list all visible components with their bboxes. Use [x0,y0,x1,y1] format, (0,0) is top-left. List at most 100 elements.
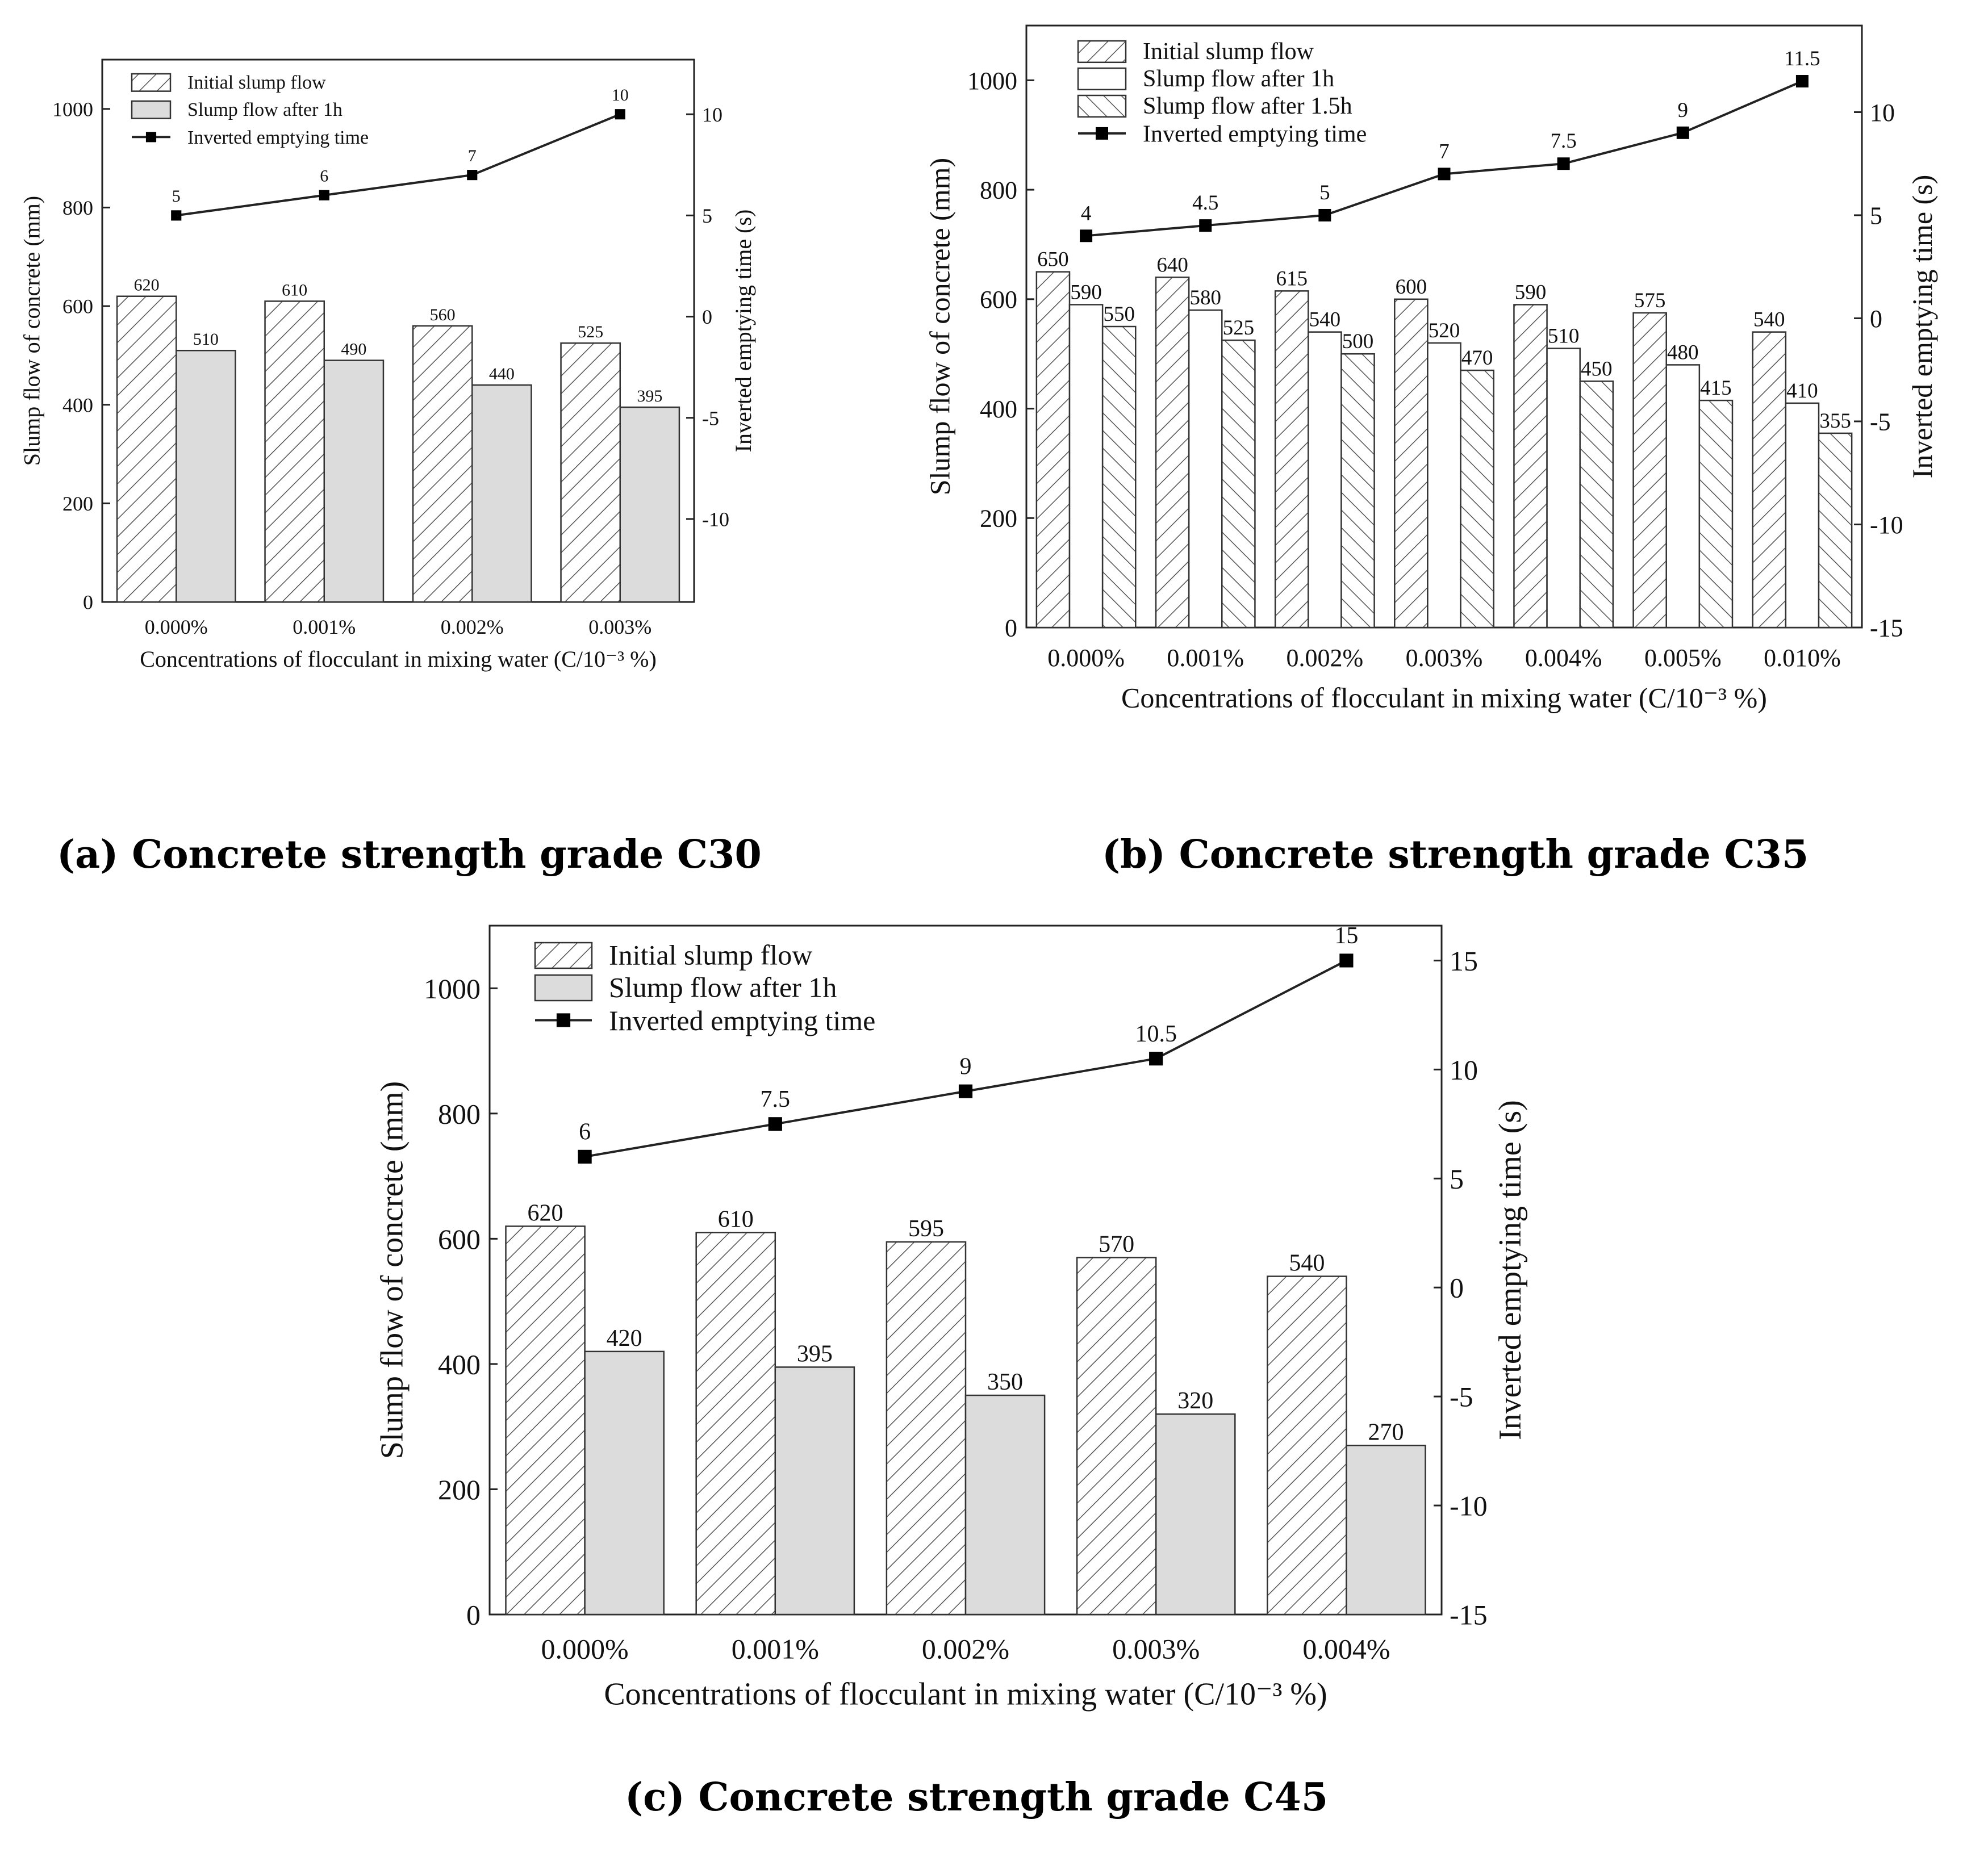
line-point-marker [578,1149,592,1164]
plot-frame [101,58,695,603]
x-tick-label: 0.005% [1644,644,1722,672]
x-tick-label: 0.004% [1302,1633,1390,1665]
bar-gray [619,406,680,603]
y2-tick-label: 10 [1870,99,1895,127]
line-point-label: 7 [468,147,477,165]
bar-value-label: 595 [908,1216,944,1242]
bar-white [1427,342,1461,629]
legend-label: Initial slump flow [1143,39,1314,65]
line-point-label: 10 [612,86,629,104]
bar-value-label: 525 [1223,316,1255,340]
legend-swatch [1077,67,1127,91]
bar-backhatch [1101,325,1137,629]
y2-tick-label: -5 [1450,1381,1473,1413]
bar-value-label: 440 [489,365,515,383]
x-tick-label: 0.000% [541,1633,629,1665]
legend-line-marker [145,132,157,143]
bar-value-label: 580 [1189,286,1221,309]
bar-hatch [1274,290,1309,629]
bar-gray [176,349,236,603]
bar-backhatch [1698,399,1734,629]
line-point-label: 4 [1081,202,1092,225]
bar-value-label: 420 [607,1325,642,1352]
line-point-marker [171,210,182,221]
y-tick-label: 800 [980,176,1017,204]
bar-hatch [116,295,177,603]
y2-tick-label: 0 [1450,1272,1464,1304]
chart-a: 02004006008001000-10-505106205100.000%61… [19,58,756,672]
bar-hatch [1155,277,1190,629]
bar-value-label: 355 [1819,409,1851,433]
line-point-label: 10.5 [1135,1021,1177,1047]
bar-hatch [1394,298,1429,629]
line-point-label: 9 [960,1054,972,1080]
bar-value-label: 610 [718,1206,754,1232]
bar-gray [964,1394,1046,1616]
line-point-label: 6 [320,167,328,186]
x-tick-label: 0.001% [1167,644,1244,672]
line-point-marker [1557,157,1570,170]
legend-swatch [534,942,593,969]
bar-hatch [886,1241,967,1616]
chart-caption: (b) Concrete strength grade C35 [1102,832,1809,877]
bar-hatch [1035,271,1071,629]
legend-line-marker [556,1013,571,1027]
bar-value-label: 615 [1276,267,1308,290]
y2-tick-label: -5 [702,407,719,429]
y-tick-label: 600 [980,286,1017,313]
y2-tick-label: -5 [1870,408,1891,436]
line-point-marker [467,170,478,181]
bar-hatch [1076,1257,1157,1616]
bar-white [1785,402,1820,629]
bar-gray [323,359,385,603]
bar-value-label: 600 [1396,275,1427,299]
line-point-marker [768,1117,782,1131]
bar-white [1546,348,1581,629]
y-axis-title: Slump flow of concrete (mm) [374,1081,410,1459]
bar-value-label: 410 [1786,379,1818,403]
bar-white [1068,304,1104,629]
legend-label: Slump flow after 1h [609,971,837,1003]
bar-value-label: 590 [1515,281,1547,304]
bar-gray [1155,1413,1236,1616]
chart-caption: (c) Concrete strength grade C45 [625,1775,1328,1820]
bar-backhatch [1579,380,1614,629]
y-axis-title: Slump flow of concrete (mm) [924,158,955,495]
y-tick-label: 0 [1005,614,1017,642]
x-tick-label: 0.001% [732,1633,819,1665]
x-tick-label: 0.002% [441,616,504,638]
bar-white [1308,331,1342,629]
bar-value-label: 450 [1581,357,1613,380]
bar-value-label: 560 [430,306,456,324]
legend-swatch [1077,94,1127,118]
x-tick-label: 0.001% [293,616,356,638]
y-tick-label: 1000 [967,67,1017,95]
bar-value-label: 540 [1753,308,1785,332]
y2-tick-label: -15 [1870,614,1903,642]
bar-hatch [1632,312,1667,629]
line-point-label: 5 [1319,181,1330,204]
bar-hatch [1267,1275,1347,1616]
bar-value-label: 395 [797,1341,833,1367]
x-tick-label: 0.003% [1406,644,1483,672]
y-tick-label: 400 [980,395,1017,423]
bar-backhatch [1460,369,1494,629]
bar-value-label: 620 [134,276,160,295]
x-tick-label: 0.010% [1764,644,1841,672]
bar-value-label: 510 [1548,325,1580,348]
bar-value-label: 525 [578,323,603,341]
y2-tick-label: 15 [1450,945,1478,977]
bar-value-label: 590 [1070,281,1102,304]
y2-tick-label: -10 [1450,1490,1488,1522]
bar-value-label: 550 [1103,303,1135,326]
line-point-label: 6 [579,1119,591,1145]
y-tick-label: 200 [438,1474,481,1505]
line-point-label: 5 [172,187,181,206]
legend-label: Initial slump flow [187,72,326,93]
y-tick-label: 400 [438,1348,481,1380]
y-tick-label: 0 [83,591,93,614]
line-point-label: 11.5 [1784,47,1820,70]
inverted-emptying-time-line [176,113,621,217]
